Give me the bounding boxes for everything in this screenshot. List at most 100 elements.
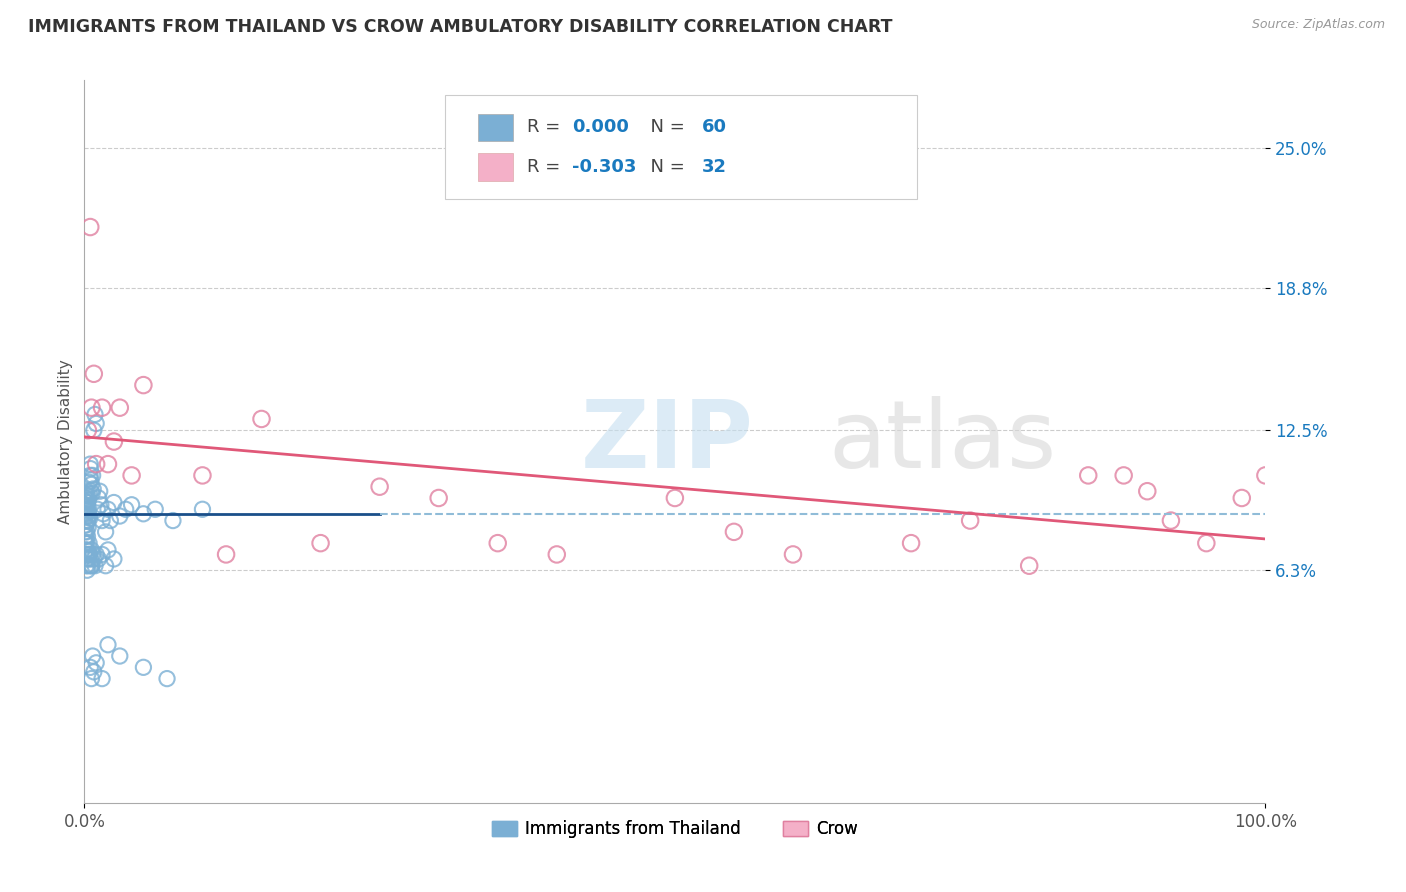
Point bbox=[80, 552, 103, 566]
Point bbox=[73, 524, 96, 539]
Point bbox=[77, 552, 100, 566]
Point bbox=[75, 504, 97, 518]
Point bbox=[79, 660, 101, 674]
FancyBboxPatch shape bbox=[478, 113, 513, 141]
Text: R =: R = bbox=[527, 119, 567, 136]
Point bbox=[80, 484, 103, 499]
Point bbox=[84, 656, 107, 670]
Point bbox=[84, 417, 107, 431]
Point bbox=[91, 548, 114, 562]
Point bbox=[91, 514, 114, 528]
Point bbox=[1254, 468, 1277, 483]
Point bbox=[79, 486, 101, 500]
Point bbox=[143, 502, 166, 516]
Point bbox=[98, 514, 121, 528]
Point bbox=[91, 672, 114, 686]
Point bbox=[108, 648, 131, 663]
Point bbox=[77, 475, 100, 490]
Point bbox=[250, 412, 273, 426]
Text: IMMIGRANTS FROM THAILAND VS CROW AMBULATORY DISABILITY CORRELATION CHART: IMMIGRANTS FROM THAILAND VS CROW AMBULAT… bbox=[28, 18, 893, 36]
Point bbox=[80, 473, 103, 487]
Point bbox=[75, 548, 97, 562]
Point bbox=[97, 638, 120, 652]
Point bbox=[82, 548, 104, 562]
Point bbox=[1018, 558, 1040, 573]
Point bbox=[75, 536, 97, 550]
Point bbox=[76, 563, 98, 577]
Point bbox=[368, 480, 391, 494]
Point bbox=[191, 468, 214, 483]
FancyBboxPatch shape bbox=[444, 95, 917, 200]
Point bbox=[723, 524, 745, 539]
Text: N =: N = bbox=[640, 119, 690, 136]
Point bbox=[80, 477, 103, 491]
Point bbox=[1112, 468, 1135, 483]
Text: N =: N = bbox=[640, 158, 690, 176]
Point bbox=[84, 558, 107, 573]
Point bbox=[427, 491, 450, 505]
Point bbox=[87, 552, 110, 566]
Point bbox=[94, 558, 117, 573]
Point bbox=[309, 536, 332, 550]
Point bbox=[76, 495, 98, 509]
Point bbox=[84, 457, 107, 471]
Point bbox=[1136, 484, 1159, 499]
Point bbox=[103, 552, 125, 566]
Point bbox=[132, 378, 155, 392]
Point bbox=[80, 542, 103, 557]
Point bbox=[80, 401, 103, 415]
Point bbox=[97, 457, 120, 471]
Point bbox=[77, 520, 100, 534]
Point bbox=[76, 493, 98, 508]
Point bbox=[75, 529, 97, 543]
Point bbox=[77, 509, 100, 524]
Point bbox=[83, 552, 105, 566]
Y-axis label: Ambulatory Disability: Ambulatory Disability bbox=[58, 359, 73, 524]
Point bbox=[76, 495, 98, 509]
Point bbox=[75, 518, 97, 533]
Text: Source: ZipAtlas.com: Source: ZipAtlas.com bbox=[1251, 18, 1385, 31]
Point bbox=[76, 507, 98, 521]
Point bbox=[83, 367, 105, 381]
Point bbox=[79, 548, 101, 562]
Point bbox=[76, 502, 98, 516]
Point bbox=[156, 672, 179, 686]
Point bbox=[90, 498, 112, 512]
Point bbox=[75, 542, 97, 557]
Point bbox=[79, 220, 101, 235]
Point bbox=[82, 468, 104, 483]
Point bbox=[75, 558, 97, 573]
Point bbox=[76, 542, 98, 557]
Point bbox=[1160, 514, 1182, 528]
Point bbox=[76, 500, 98, 514]
Point bbox=[76, 484, 98, 499]
Point bbox=[76, 524, 98, 539]
Text: R =: R = bbox=[527, 158, 567, 176]
Point bbox=[84, 408, 107, 422]
Point bbox=[83, 665, 105, 679]
Point bbox=[87, 491, 110, 505]
Point bbox=[76, 536, 98, 550]
Point bbox=[79, 548, 101, 562]
Point bbox=[75, 518, 97, 533]
Point bbox=[162, 514, 184, 528]
Point bbox=[79, 511, 101, 525]
Point bbox=[84, 548, 107, 562]
Point bbox=[546, 548, 568, 562]
Point bbox=[103, 434, 125, 449]
Point bbox=[73, 502, 96, 516]
Point bbox=[82, 648, 104, 663]
Point bbox=[77, 489, 100, 503]
Point bbox=[75, 489, 97, 503]
Point bbox=[108, 509, 131, 524]
Point bbox=[114, 502, 136, 516]
Point bbox=[79, 558, 101, 573]
Point bbox=[77, 548, 100, 562]
Point bbox=[77, 423, 100, 437]
FancyBboxPatch shape bbox=[478, 153, 513, 181]
Point bbox=[77, 536, 100, 550]
Point bbox=[89, 484, 111, 499]
Point bbox=[80, 558, 103, 573]
Point bbox=[215, 548, 238, 562]
Point bbox=[121, 498, 143, 512]
